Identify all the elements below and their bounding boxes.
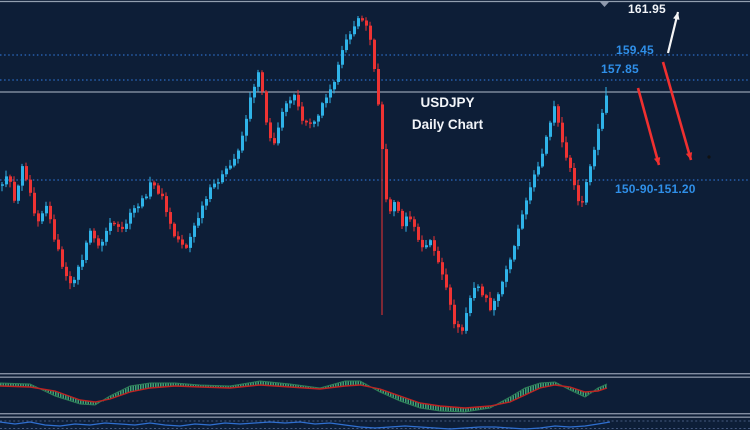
support-zone-label[interactable]: 150-90-151.20 [615,182,696,196]
bullish-target-arrow[interactable] [666,11,680,54]
chart-title-timeframe: Daily Chart [411,117,484,132]
target-price-label[interactable]: 161.95 [628,2,666,16]
bearish-projection-arrows[interactable] [636,61,693,166]
candlesticks [1,15,608,335]
resistance-level-label-1[interactable]: 159.45 [616,43,654,57]
panel-separators [0,373,750,418]
chart-cursor-marker [600,2,609,7]
gray-reference-lines [0,0,750,93]
resistance-level-label-2[interactable]: 157.85 [601,62,639,76]
oscillator-indicator [0,420,750,430]
macd-indicator [0,380,608,413]
chart-title: USDJPY Daily Chart [375,92,520,136]
chart-title-symbol: USDJPY [420,95,475,110]
dot-annotation [707,155,711,159]
